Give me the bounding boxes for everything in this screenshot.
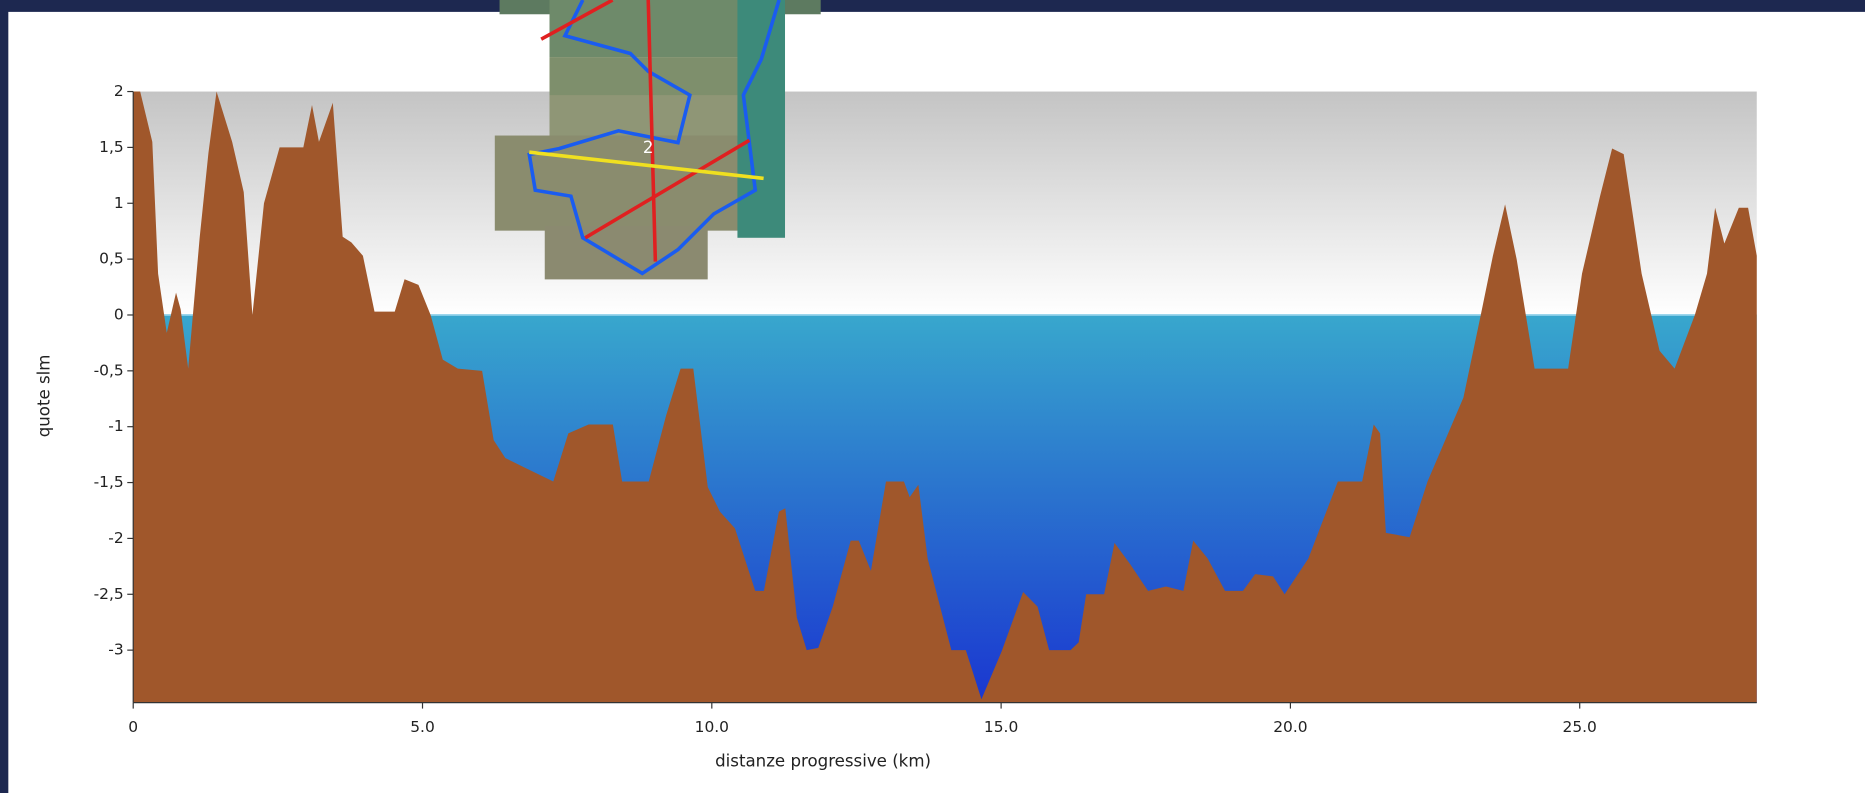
y-tick-label: -1 xyxy=(108,417,123,435)
terrain-area xyxy=(133,91,1757,703)
x-axis-label: distanze progressive (km) xyxy=(715,752,931,771)
y-tick-label: 0 xyxy=(114,305,124,323)
y-tick-label: -3 xyxy=(108,641,123,659)
x-tick-label: 25.0 xyxy=(1563,718,1597,736)
x-tick-label: 0 xyxy=(128,718,138,736)
x-tick-label: 15.0 xyxy=(984,718,1018,736)
y-tick-label: 2 xyxy=(114,82,124,100)
map-tile xyxy=(544,225,708,280)
section-line xyxy=(540,0,614,41)
section-line xyxy=(646,0,658,262)
y-tick-label: 1,5 xyxy=(99,138,124,156)
y-tick-label: 0,5 xyxy=(99,250,124,268)
y-tick-label: -2 xyxy=(108,529,123,547)
y-tick-label: 1 xyxy=(114,194,124,212)
boundary xyxy=(527,0,781,276)
map-inset: 2 xyxy=(494,0,821,280)
section-line xyxy=(529,150,764,181)
y-tick-label: -0,5 xyxy=(94,361,124,379)
y-tick-label: -2,5 xyxy=(94,585,124,603)
map-tile xyxy=(549,95,764,137)
x-tick-label: 20.0 xyxy=(1273,718,1307,736)
x-tick-label: 5.0 xyxy=(410,718,435,736)
sky xyxy=(133,91,1757,315)
y-tick-label: -1,5 xyxy=(94,473,124,491)
y-axis-label: quote slm xyxy=(35,355,54,438)
map-label: 2 xyxy=(643,138,654,157)
plot: 2 1,5 1 0,5 0 -0,5 -1 -1,5 -2 -2,5 -3 0 5.0 10.0 15.0 2… xyxy=(94,82,1757,736)
x-tick-label: 10.0 xyxy=(695,718,729,736)
section-line xyxy=(584,138,751,240)
